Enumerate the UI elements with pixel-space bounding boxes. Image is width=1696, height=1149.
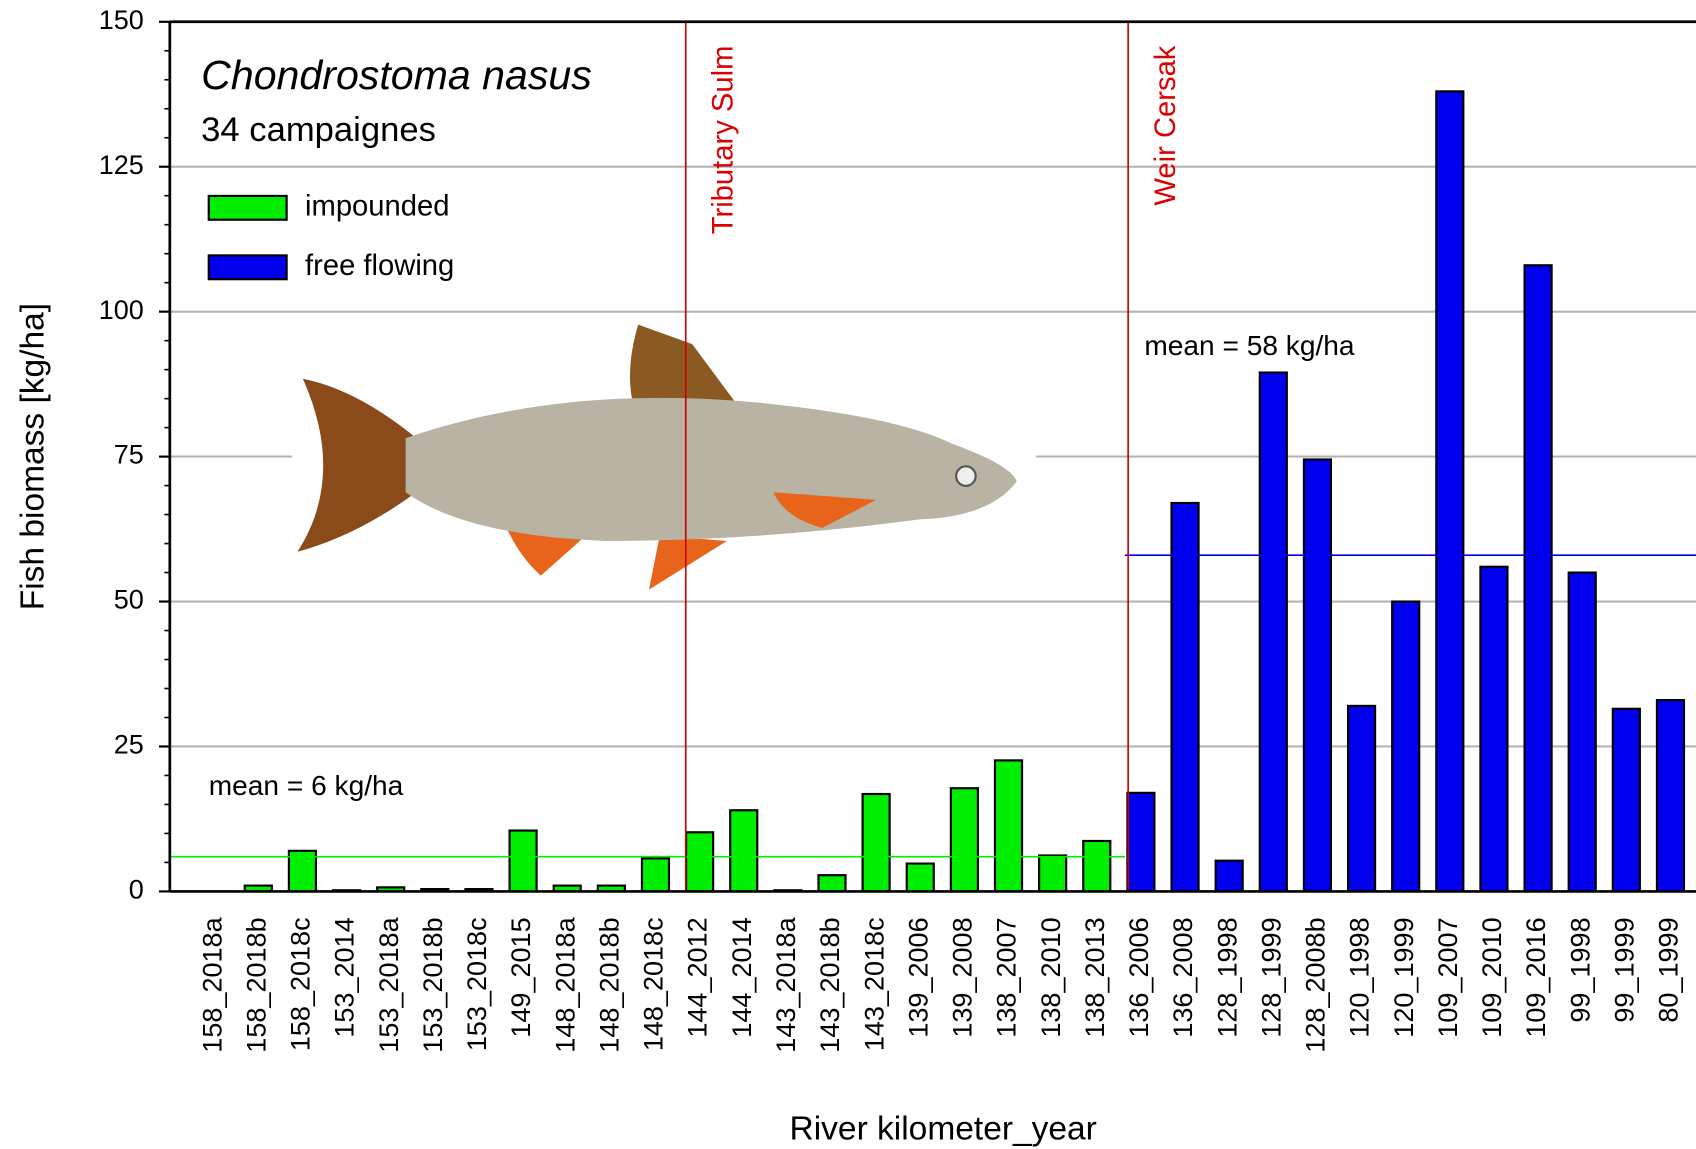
fish-eye — [956, 466, 975, 485]
y-axis-label: Fish biomass [kg/ha] — [14, 303, 51, 610]
bar — [642, 858, 669, 891]
bar — [995, 760, 1022, 891]
bar — [1480, 567, 1507, 892]
x-tick-label: 138_2013 — [1080, 917, 1110, 1037]
y-tick-label: 25 — [114, 730, 144, 760]
x-tick-label: 153_2018b — [418, 917, 448, 1052]
chart-title: Chondrostoma nasus — [201, 52, 592, 98]
x-tick-label: 120_1998 — [1345, 917, 1375, 1037]
x-axis-label: River kilometer_year — [790, 1110, 1097, 1147]
x-tick-label: 143_2018a — [771, 916, 801, 1052]
bar — [863, 794, 890, 891]
fish-illustration — [292, 316, 1036, 592]
bar — [1039, 855, 1066, 891]
x-tick-label: 158_2018a — [197, 916, 227, 1052]
x-tick-label: 139_2006 — [903, 917, 933, 1037]
bar — [1569, 573, 1596, 892]
x-tick-label: 148_2018b — [594, 917, 624, 1052]
page: {"chart_data": { "type": "bar", "title":… — [0, 0, 1696, 1149]
bar — [1172, 503, 1199, 891]
bar — [1348, 706, 1375, 892]
x-tick-label: 99_1999 — [1609, 917, 1639, 1022]
x-tick-label: 128_2008b — [1301, 917, 1331, 1052]
chart: Chondrostoma nasus 34 campaignes River k… — [0, 0, 1696, 1149]
x-tick-label: 109_2010 — [1477, 917, 1507, 1037]
x-tick-label: 153_2018c — [462, 917, 492, 1051]
x-tick-label: 136_2008 — [1168, 917, 1198, 1037]
bar — [818, 875, 845, 891]
x-tick-label: 109_2007 — [1433, 917, 1463, 1037]
bar — [1304, 460, 1331, 892]
x-tick-label: 158_2018c — [286, 917, 316, 1051]
chart-subtitle: 34 campaignes — [201, 111, 436, 149]
y-tick-label: 50 — [114, 585, 144, 615]
marker-label: Weir Cersak — [1150, 45, 1182, 205]
x-tick-label: 128_1999 — [1256, 917, 1286, 1037]
bar — [686, 832, 713, 891]
legend-swatch — [209, 255, 287, 279]
y-tick-label: 125 — [99, 150, 144, 180]
bar — [1260, 373, 1287, 892]
legend-label: impounded — [305, 191, 449, 223]
x-tick-label: 80_1999 — [1654, 917, 1684, 1022]
x-tick-label: 148_2018a — [550, 916, 580, 1052]
x-tick-label: 136_2006 — [1124, 917, 1154, 1037]
x-tick-label: 153_2014 — [330, 917, 360, 1037]
bar — [1525, 265, 1552, 891]
y-tick-label: 150 — [99, 5, 144, 35]
x-tick-label: 149_2015 — [506, 917, 536, 1037]
x-tick-label: 158_2018b — [241, 917, 271, 1052]
bar — [1392, 602, 1419, 892]
bar — [510, 831, 537, 892]
bar — [951, 788, 978, 891]
y-tick-label: 0 — [129, 875, 144, 905]
x-tick-label: 143_2018c — [859, 917, 889, 1051]
bar — [730, 810, 757, 891]
bar — [1083, 841, 1110, 891]
legend-swatch — [209, 196, 287, 220]
x-tick-label: 144_2014 — [727, 917, 757, 1037]
x-tick-label: 143_2018b — [815, 917, 845, 1052]
bar — [907, 864, 934, 892]
x-tick-label: 99_1998 — [1565, 917, 1595, 1022]
x-tick-label: 138_2007 — [992, 917, 1022, 1037]
x-tick-label: 153_2018a — [374, 916, 404, 1052]
x-tick-label: 138_2010 — [1036, 917, 1066, 1037]
bar — [1436, 91, 1463, 891]
bar — [1127, 793, 1154, 892]
y-tick-label: 75 — [114, 440, 144, 470]
mean-label: mean = 58 kg/ha — [1144, 330, 1355, 361]
y-tick-label: 100 — [99, 295, 144, 325]
x-tick-label: 148_2018c — [639, 917, 669, 1051]
x-tick-label: 144_2012 — [683, 917, 713, 1037]
mean-label: mean = 6 kg/ha — [209, 770, 404, 801]
x-tick-label: 120_1999 — [1389, 917, 1419, 1037]
bar — [1216, 861, 1243, 892]
marker-label: Tributary Sulm — [707, 46, 739, 235]
x-tick-label: 109_2016 — [1521, 917, 1551, 1037]
bar — [1657, 700, 1684, 891]
x-tick-label: 139_2008 — [948, 917, 978, 1037]
legend-label: free flowing — [305, 250, 454, 282]
x-tick-label: 128_1998 — [1212, 917, 1242, 1037]
bar — [1613, 709, 1640, 892]
